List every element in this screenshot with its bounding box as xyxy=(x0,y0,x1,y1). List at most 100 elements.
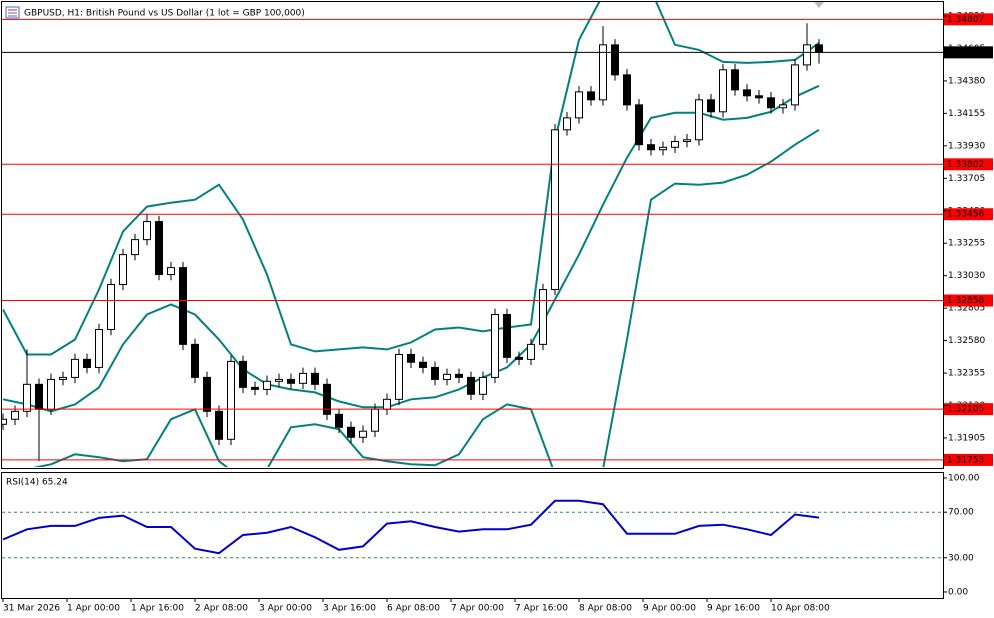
last-price-box xyxy=(944,46,993,59)
candle-body xyxy=(551,129,559,291)
y-tick-label: 1.33255 xyxy=(948,239,985,249)
x-tick-label: 8 Apr 08:00 xyxy=(579,604,632,614)
x-tick-label: 10 Apr 08:00 xyxy=(771,604,830,614)
candle-body xyxy=(71,358,79,378)
x-tick-label: 7 Apr 16:00 xyxy=(515,604,568,614)
level-label-box xyxy=(944,453,993,466)
candle-body xyxy=(227,360,235,440)
y-tick-label: 100.00 xyxy=(948,474,980,484)
candle-body xyxy=(455,373,463,378)
candle-body xyxy=(755,95,763,99)
candle-body xyxy=(119,254,127,285)
candle-body xyxy=(803,44,811,66)
candle-body xyxy=(383,398,391,410)
candle-body xyxy=(791,64,799,106)
candle-body xyxy=(647,144,655,151)
candle-body xyxy=(299,372,307,384)
candle-body xyxy=(683,139,691,143)
candle-body xyxy=(395,353,403,400)
candle-body xyxy=(659,146,667,151)
candle-body xyxy=(2,418,7,425)
candle-body xyxy=(287,378,295,384)
plot-area xyxy=(2,2,823,467)
last-price-label: 1.34578 xyxy=(947,48,984,58)
symbol-icon xyxy=(5,6,20,19)
candle-body xyxy=(443,373,451,380)
y-tick-label: 1.33930 xyxy=(948,141,985,151)
rsi-frame xyxy=(1,472,944,599)
level-label-box xyxy=(944,13,993,26)
candle-body xyxy=(503,314,511,358)
y-tick-label: 1.33705 xyxy=(948,174,985,184)
x-tick-label: 2 Apr 08:00 xyxy=(195,604,248,614)
candle-body xyxy=(263,380,271,390)
candle-body xyxy=(623,74,631,106)
candle-body xyxy=(599,44,607,101)
candle-body xyxy=(707,99,715,113)
candle-body xyxy=(611,44,619,76)
x-tick-label: 9 Apr 00:00 xyxy=(643,604,696,614)
rsi-title: RSI(14) 65.24 xyxy=(6,478,68,488)
candle-body xyxy=(47,378,55,410)
candle-body xyxy=(179,267,187,345)
candle-body xyxy=(539,289,547,345)
candle-body xyxy=(131,239,139,256)
candle-body xyxy=(155,221,163,276)
candle-body xyxy=(491,314,499,378)
candle-body xyxy=(563,117,571,131)
y-tick-label: 1.34155 xyxy=(948,109,985,119)
candle-body xyxy=(431,366,439,380)
candle-body xyxy=(779,104,787,109)
y-tick-label: 1.33030 xyxy=(948,271,985,281)
level-label-box xyxy=(944,208,993,221)
level-label: 1.32858 xyxy=(947,296,984,306)
candle-body xyxy=(83,358,91,368)
candle-body xyxy=(239,360,247,388)
candle-body xyxy=(215,410,223,440)
candle-body xyxy=(767,97,775,109)
candle-body xyxy=(467,376,475,395)
level-label: 1.34807 xyxy=(947,15,984,25)
candle-body xyxy=(419,361,427,368)
candle-body xyxy=(23,383,31,412)
candle-body xyxy=(671,141,679,148)
y-tick-label: 30.00 xyxy=(948,553,974,563)
candle-body xyxy=(323,383,331,415)
y-tick-label: 1.34380 xyxy=(948,76,985,86)
candle-body xyxy=(107,283,115,331)
bollinger-upper xyxy=(2,2,820,356)
candle-body xyxy=(587,91,595,101)
candle-body xyxy=(143,221,151,241)
candle-body xyxy=(371,408,379,432)
candle-body xyxy=(575,91,583,119)
candle-body xyxy=(251,386,259,390)
candle-body xyxy=(35,383,43,410)
candle-body xyxy=(191,343,199,378)
x-tick-label: 6 Apr 08:00 xyxy=(387,604,440,614)
x-tick-label: 31 Mar 2026 xyxy=(3,604,60,614)
candle-body xyxy=(347,426,355,438)
x-tick-label: 1 Apr 16:00 xyxy=(131,604,184,614)
candle-body xyxy=(743,89,751,97)
bollinger-lower xyxy=(32,128,820,467)
level-label-box xyxy=(944,403,993,416)
y-tick-label: 1.32580 xyxy=(948,336,985,346)
candle-body xyxy=(95,329,103,368)
candle-body xyxy=(695,99,703,141)
level-label: 1.31753 xyxy=(947,455,984,465)
bollinger-middle xyxy=(2,84,820,413)
candle-body xyxy=(515,356,523,360)
candle-body xyxy=(167,267,175,276)
level-label-box xyxy=(944,158,993,171)
candle-body xyxy=(731,69,739,91)
y-tick-label: 70.00 xyxy=(948,508,974,518)
x-tick-label: 3 Apr 16:00 xyxy=(323,604,376,614)
candle-body xyxy=(335,413,343,428)
candle-body xyxy=(815,44,823,53)
candle-body xyxy=(11,410,19,420)
x-tick-label: 3 Apr 00:00 xyxy=(259,604,312,614)
y-tick-label: 1.32355 xyxy=(948,369,985,379)
y-tick-label: 0.00 xyxy=(948,587,968,597)
